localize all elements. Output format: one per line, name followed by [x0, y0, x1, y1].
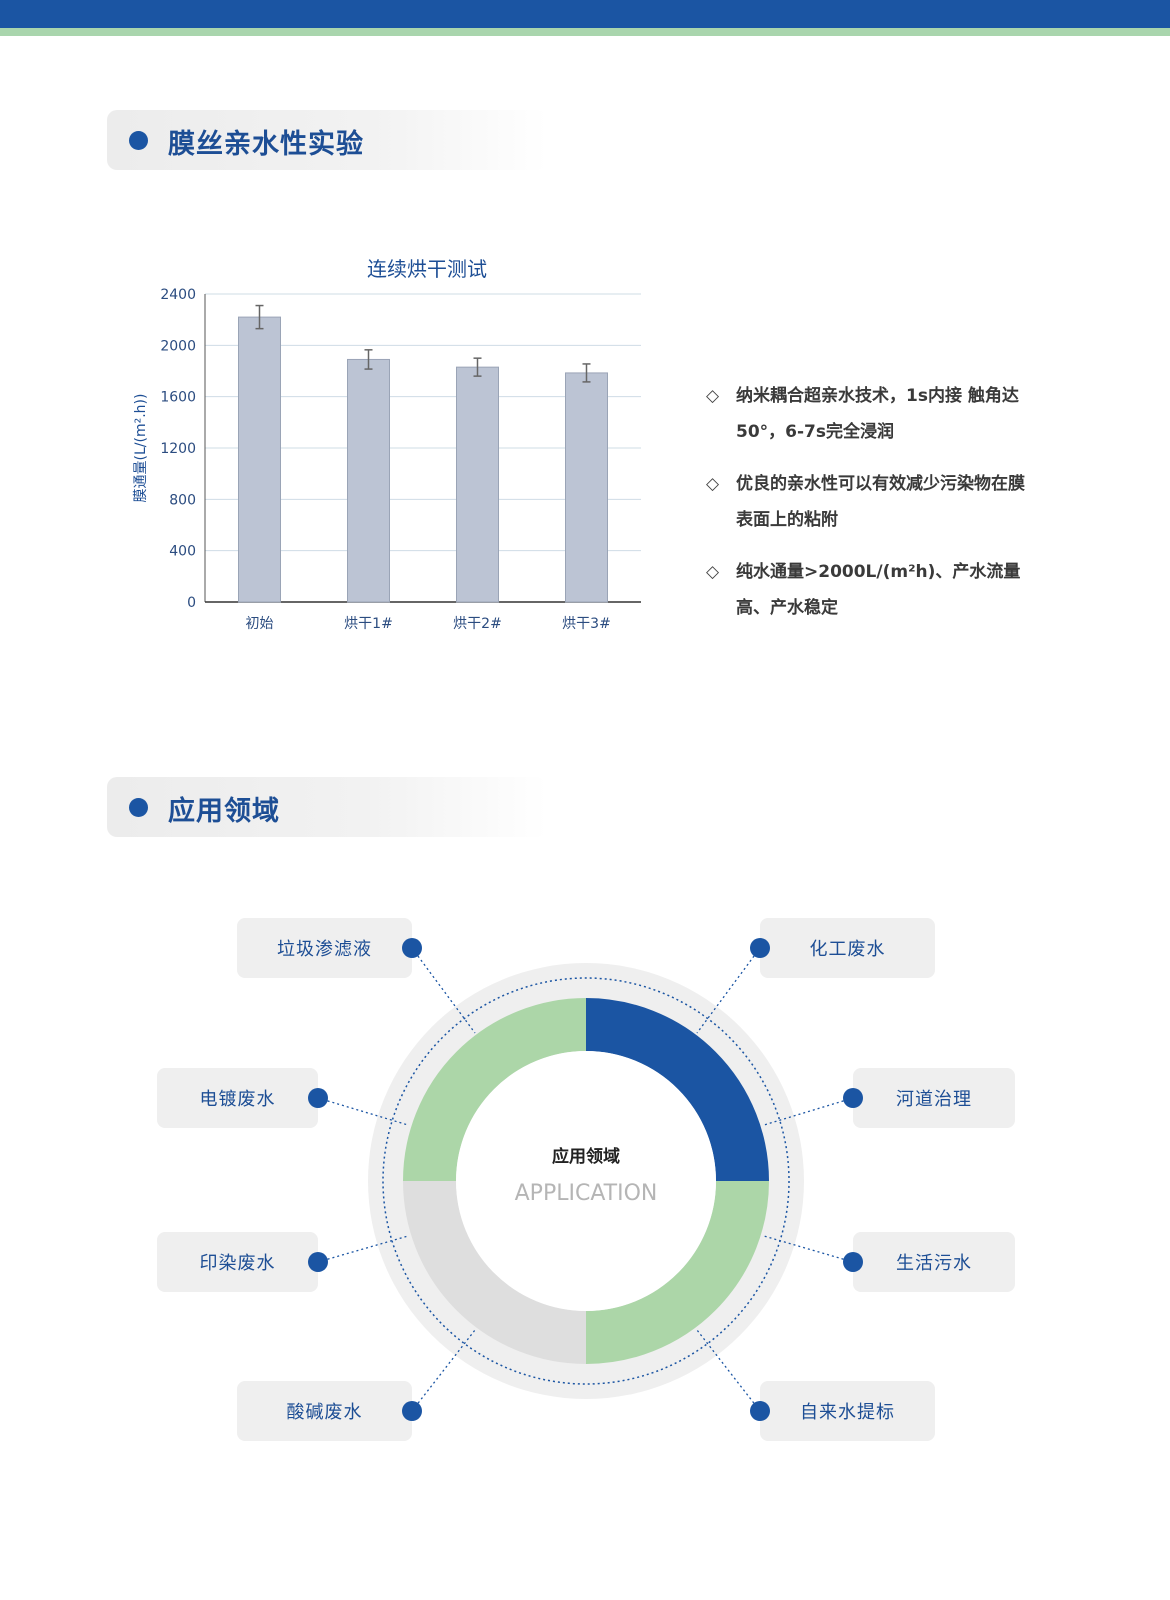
app-label-tap-water-upgrade: 自来水提标 — [760, 1381, 935, 1441]
app-label-landfill-leachate: 垃圾渗滤液 — [237, 918, 412, 978]
diamond-outline-icon: ◇ — [706, 562, 720, 582]
y-tick-label: 2400 — [160, 287, 196, 303]
section-title: 应用领域 — [168, 796, 280, 827]
y-tick-label: 0 — [187, 595, 196, 611]
connector-line — [696, 1329, 761, 1412]
x-tick-label: 烘干1# — [344, 616, 393, 632]
donut-center — [456, 1051, 716, 1311]
y-tick-label: 1200 — [160, 441, 196, 457]
connector-line — [411, 1329, 476, 1412]
donut-title: 应用领域 — [552, 1146, 620, 1167]
donut-backdrop — [368, 963, 804, 1399]
y-tick-label: 800 — [169, 492, 196, 508]
bullet-dot-icon — [129, 798, 148, 817]
feature-list: ◇ 纳米耦合超亲水技术，1s内接 触角达50°，6-7s完全浸润 ◇ 优良的亲水性可… — [706, 378, 1026, 642]
section-header-hydrophilic: 膜丝亲水性实验 — [107, 110, 547, 170]
connector-line — [763, 1235, 854, 1263]
bar — [456, 366, 499, 603]
top-accent-strip — [0, 28, 1170, 36]
app-label-dyeing: 印染废水 — [157, 1232, 318, 1292]
feature-text: 纯水通量>2000L/(m²h)、产水流量高、产水稳定 — [736, 562, 1021, 618]
connector-line — [411, 947, 476, 1034]
bar — [565, 372, 608, 603]
app-label-river-treatment: 河道治理 — [853, 1068, 1015, 1128]
y-tick-label: 400 — [169, 544, 196, 560]
app-label-chemical-wastewater: 化工废水 — [760, 918, 935, 978]
diamond-outline-icon: ◇ — [706, 386, 720, 406]
connector-line — [763, 1097, 854, 1126]
feature-text: 纳米耦合超亲水技术，1s内接 触角达50°，6-7s完全浸润 — [736, 386, 1019, 442]
connector-line — [317, 1097, 409, 1126]
bar — [347, 358, 390, 603]
bullet-dot-icon — [129, 131, 148, 150]
section-title: 膜丝亲水性实验 — [168, 129, 364, 160]
app-label-electroplating: 电镀废水 — [157, 1068, 318, 1128]
donut-segment-gray — [403, 1180, 587, 1364]
top-banner-bar — [0, 0, 1170, 28]
donut-segment-green — [403, 998, 587, 1182]
y-tick-label: 2000 — [160, 338, 196, 354]
feature-item: ◇ 纳米耦合超亲水技术，1s内接 触角达50°，6-7s完全浸润 — [706, 378, 1026, 450]
app-label-domestic-sewage: 生活污水 — [853, 1232, 1015, 1292]
bar — [238, 316, 281, 603]
dotted-ring — [382, 977, 790, 1385]
donut-segment-blue — [585, 998, 769, 1182]
donut-segment-green — [585, 1180, 769, 1364]
donut-subtitle: APPLICATION — [515, 1181, 658, 1206]
feature-text: 优良的亲水性可以有效减少污染物在膜表面上的粘附 — [736, 474, 1025, 530]
y-axis-label: 膜通量(L/(m².h)) — [133, 394, 149, 503]
feature-item: ◇ 优良的亲水性可以有效减少污染物在膜表面上的粘附 — [706, 466, 1026, 538]
diamond-outline-icon: ◇ — [706, 474, 720, 494]
app-label-acid-alkali: 酸碱废水 — [237, 1381, 412, 1441]
bar-chart: 连续烘干测试 0 400 800 1200 1600 2000 2400 初始 烘干1# 烘干2# 烘… — [133, 257, 641, 632]
x-tick-label: 烘干2# — [453, 616, 502, 632]
connector-line — [317, 1235, 409, 1263]
x-tick-label: 初始 — [246, 615, 274, 632]
connector-line — [696, 947, 761, 1034]
x-tick-label: 烘干3# — [562, 616, 611, 632]
feature-item: ◇ 纯水通量>2000L/(m²h)、产水流量高、产水稳定 — [706, 554, 1026, 626]
section-header-application: 应用领域 — [107, 777, 547, 837]
chart-title: 连续烘干测试 — [367, 257, 487, 281]
y-tick-label: 1600 — [160, 390, 196, 406]
